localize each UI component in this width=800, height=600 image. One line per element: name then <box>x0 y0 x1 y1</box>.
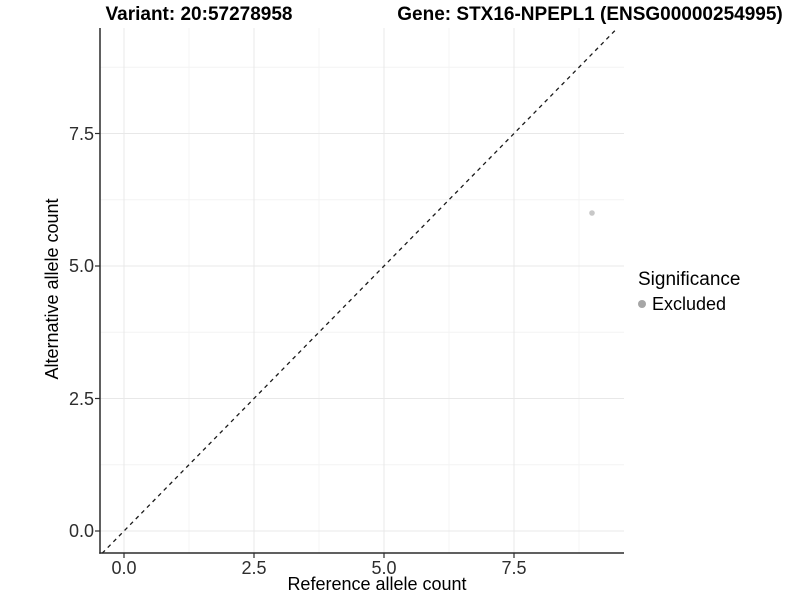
x-tick-label: 0.0 <box>111 558 137 578</box>
y-tick-label: 2.5 <box>68 388 94 409</box>
y-tick-label: 7.5 <box>68 123 94 144</box>
gene-title: Gene: STX16-NPEPL1 (ENSG00000254995) <box>397 4 783 25</box>
data-point <box>589 210 595 216</box>
x-tick-label: 5.0 <box>371 558 397 578</box>
x-tick-label: 7.5 <box>501 558 527 578</box>
legend: Significance Excluded <box>638 269 741 313</box>
x-tick-label: 2.5 <box>241 558 267 578</box>
y-axis-title: Alternative allele count <box>42 198 62 380</box>
variant-title: Variant: 20:57278958 <box>105 4 293 25</box>
legend-item-label: Excluded <box>652 293 727 314</box>
legend-item-excluded: Excluded <box>638 295 740 313</box>
x-axis-title: Reference allele count <box>287 574 467 594</box>
legend-marker-dot-icon <box>638 299 646 308</box>
identity-dashed-line <box>101 27 618 554</box>
legend-title: Significance <box>638 269 741 290</box>
y-tick-label: 5.0 <box>68 256 94 276</box>
y-tick-label: 0.0 <box>68 521 94 541</box>
